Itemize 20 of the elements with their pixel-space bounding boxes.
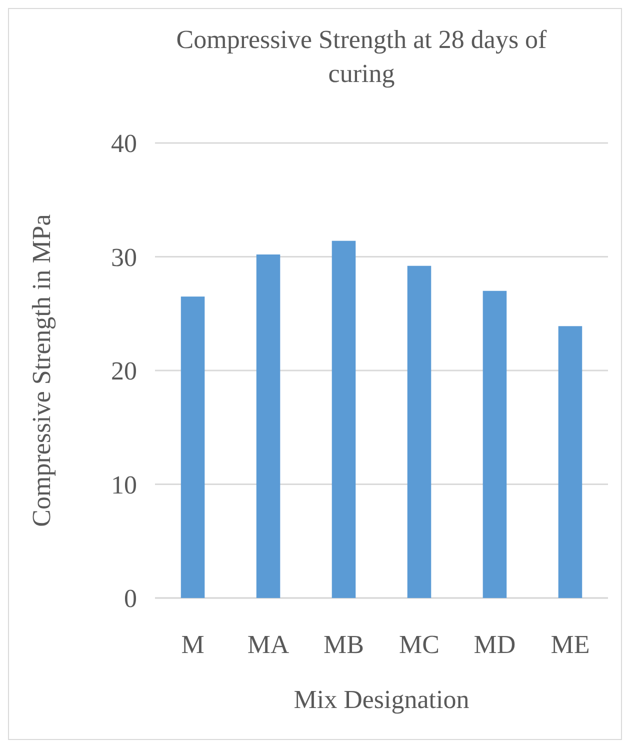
x-tick-label: MC xyxy=(399,630,440,659)
x-tick-label: MB xyxy=(324,630,364,659)
x-tick-label: M xyxy=(181,630,204,659)
bar xyxy=(482,290,507,598)
x-axis-title: Mix Designation xyxy=(294,685,470,714)
bar xyxy=(256,254,280,598)
y-tick-label: 20 xyxy=(111,356,137,386)
y-tick-label: 0 xyxy=(124,584,137,614)
y-tick-label: 30 xyxy=(111,242,137,272)
bar xyxy=(180,296,205,598)
x-tick-label: MD xyxy=(474,630,516,659)
bar xyxy=(332,240,356,598)
y-tick-label: 40 xyxy=(111,129,137,158)
y-tick-label: 10 xyxy=(111,470,137,500)
x-tick-label: MA xyxy=(247,630,290,659)
x-tick-label: ME xyxy=(550,630,590,659)
bar xyxy=(407,266,432,598)
bar xyxy=(558,326,582,598)
chart-title: Compressive Strength at 28 days of curing xyxy=(176,25,548,88)
y-axis-title: Compressive Strength in MPa xyxy=(27,214,56,527)
